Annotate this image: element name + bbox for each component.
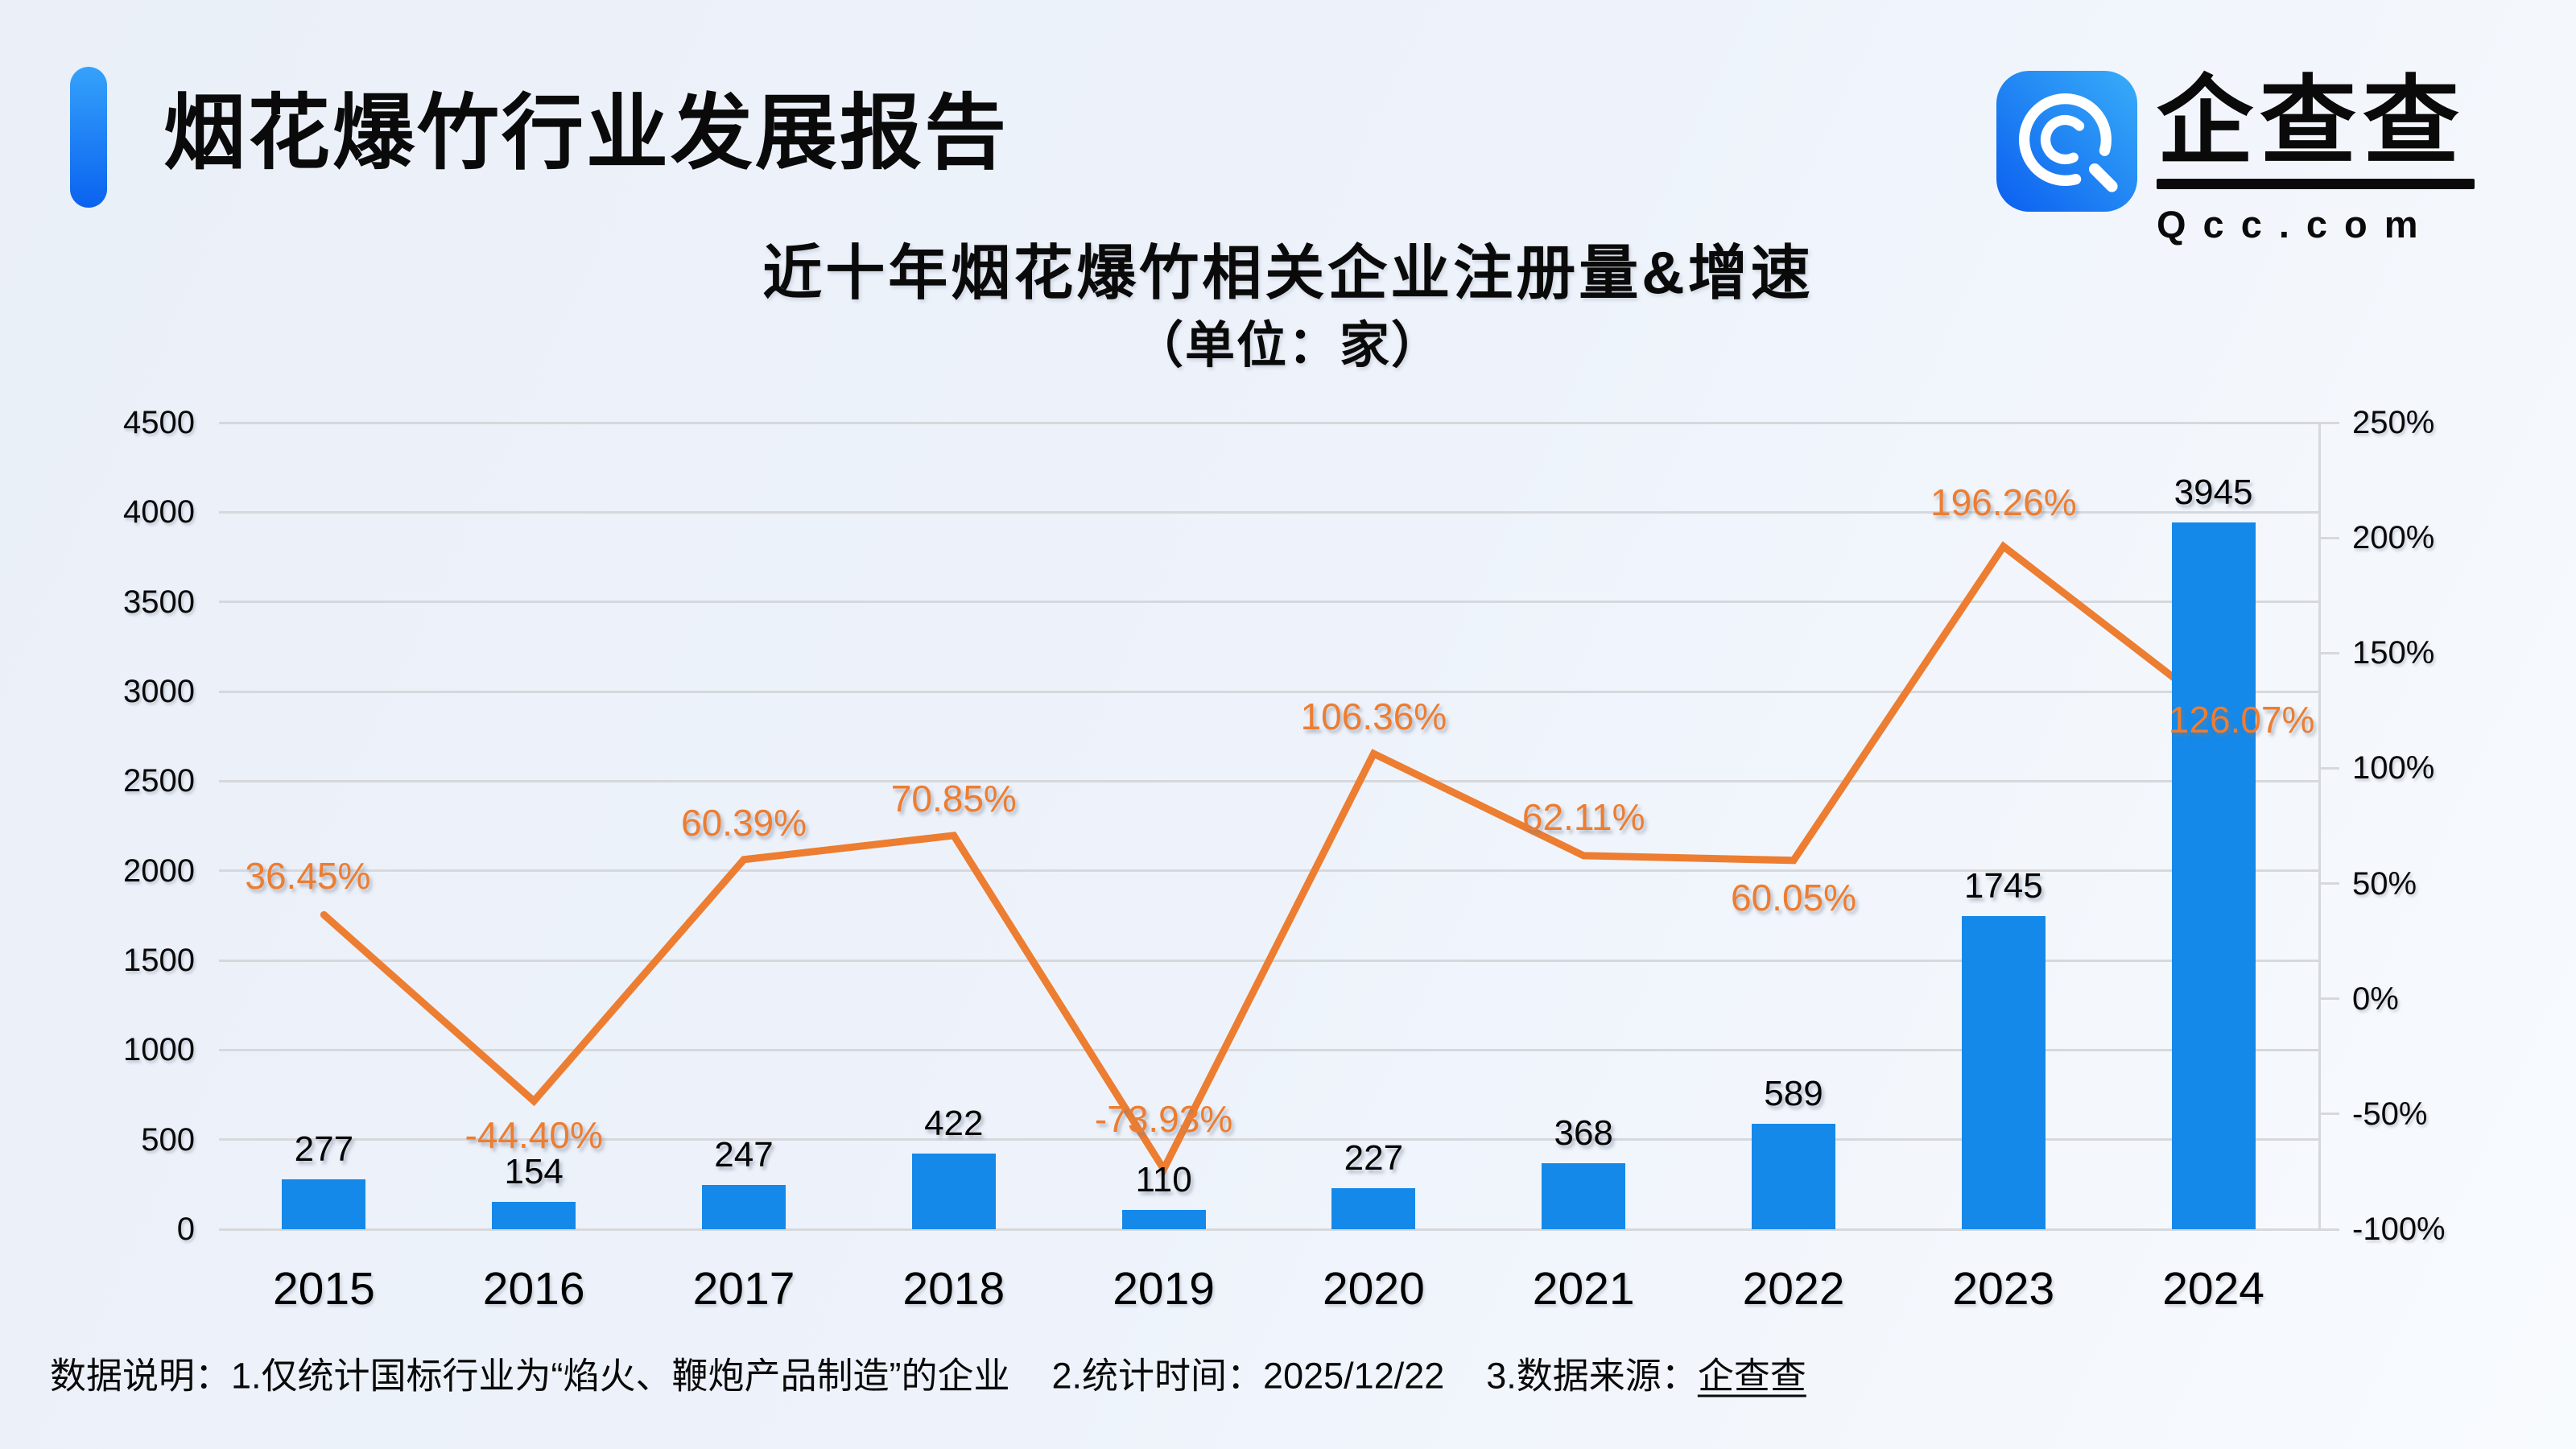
left-axis-tick-2500: 2500 bbox=[123, 763, 195, 799]
right-axis-tickmark-250 bbox=[2318, 421, 2339, 424]
qcc-magnifier-icon bbox=[1996, 71, 2137, 212]
growth-value-label-2023: 196.26% bbox=[1930, 481, 2077, 523]
footnote-item-1: 1.仅统计国标行业为“焰火、鞭炮产品制造”的企业 bbox=[231, 1355, 1010, 1397]
left-axis-tick-3000: 3000 bbox=[123, 674, 195, 709]
logo-domain: Qcc.com bbox=[2157, 203, 2435, 246]
title-accent-bar bbox=[70, 67, 107, 208]
growth-value-label-2017: 60.39% bbox=[680, 801, 807, 844]
left-axis-tick-3500: 3500 bbox=[123, 584, 195, 620]
x-axis-label-2017: 2017 bbox=[692, 1263, 795, 1315]
bar-2019 bbox=[1121, 1209, 1206, 1229]
report-title: 烟花爆竹行业发展报告 bbox=[163, 87, 1009, 180]
x-axis-label-2022: 2022 bbox=[1742, 1263, 1845, 1315]
left-axis-tick-4500: 4500 bbox=[123, 405, 195, 440]
gridline-2000 bbox=[219, 869, 2318, 873]
logo-underline bbox=[2157, 179, 2475, 189]
right-axis-tick-150: 150% bbox=[2352, 635, 2435, 671]
right-axis-tickmark--50 bbox=[2318, 1113, 2339, 1116]
footnote: 数据说明：1.仅统计国标行业为“焰火、鞭炮产品制造”的企业 2.统计时间：2025… bbox=[50, 1347, 1806, 1399]
left-axis-tick-500: 500 bbox=[141, 1121, 195, 1158]
gridline-1000 bbox=[219, 1048, 2318, 1051]
bar-value-label-2018: 422 bbox=[924, 1104, 984, 1144]
bar-2018 bbox=[911, 1154, 996, 1229]
growth-value-label-2016: -44.40% bbox=[464, 1113, 603, 1156]
growth-value-label-2018: 70.85% bbox=[890, 777, 1017, 819]
right-axis-tick--100: -100% bbox=[2352, 1212, 2446, 1247]
chart-subtitle: （单位：家） bbox=[1133, 318, 1443, 374]
x-axis-label-2015: 2015 bbox=[272, 1263, 375, 1315]
bar-2016 bbox=[492, 1201, 576, 1229]
bar-value-label-2023: 1745 bbox=[1963, 866, 2043, 906]
bar-2017 bbox=[702, 1185, 786, 1229]
bar-2022 bbox=[1752, 1123, 1835, 1229]
bar-2023 bbox=[1961, 916, 2046, 1229]
x-axis-label-2024: 2024 bbox=[2162, 1263, 2264, 1315]
bar-value-label-2022: 589 bbox=[1764, 1073, 1823, 1113]
footnote-label: 数据说明： bbox=[50, 1355, 232, 1397]
bar-value-label-2020: 227 bbox=[1344, 1138, 1404, 1179]
growth-value-label-2019: -73.93% bbox=[1094, 1098, 1233, 1141]
bar-value-label-2015: 277 bbox=[294, 1129, 354, 1170]
bar-value-label-2019: 110 bbox=[1135, 1159, 1192, 1199]
right-axis-tickmark-150 bbox=[2318, 651, 2339, 654]
left-axis-tick-1000: 1000 bbox=[123, 1032, 195, 1068]
bar-2021 bbox=[1542, 1163, 1626, 1229]
chart-title: 近十年烟花爆竹相关企业注册量&增速 bbox=[762, 239, 1814, 307]
bar-value-label-2017: 247 bbox=[714, 1135, 774, 1174]
left-axis-tick-2000: 2000 bbox=[123, 852, 195, 889]
right-axis-tick-100: 100% bbox=[2352, 750, 2435, 786]
qcc-logo: 企查查 Qcc.com bbox=[1996, 71, 2475, 246]
bar-2015 bbox=[282, 1179, 366, 1229]
gridline-3000 bbox=[219, 690, 2318, 693]
growth-line bbox=[320, 541, 2218, 1177]
gridline-0 bbox=[219, 1228, 2318, 1231]
gridline-4500 bbox=[219, 421, 2318, 424]
footnote-item-2: 2.统计时间：2025/12/22 bbox=[1051, 1355, 1445, 1397]
bar-2024 bbox=[2171, 522, 2256, 1229]
right-axis-line bbox=[2318, 423, 2321, 1229]
x-axis-label-2016: 2016 bbox=[482, 1263, 585, 1315]
left-axis-tick-0: 0 bbox=[176, 1212, 195, 1247]
right-axis-tickmark-200 bbox=[2318, 536, 2339, 539]
bar-2020 bbox=[1331, 1188, 1416, 1229]
right-axis-tickmark--100 bbox=[2318, 1228, 2339, 1231]
right-axis-tick-200: 200% bbox=[2352, 520, 2435, 556]
gridline-500 bbox=[219, 1138, 2318, 1141]
right-axis-tickmark-100 bbox=[2318, 766, 2339, 770]
bar-value-label-2021: 368 bbox=[1554, 1113, 1613, 1154]
gridline-4000 bbox=[219, 510, 2318, 514]
growth-line-series bbox=[320, 541, 2218, 1177]
growth-value-label-2021: 62.11% bbox=[1521, 795, 1645, 838]
bar-value-label-2024: 3945 bbox=[2174, 472, 2253, 512]
growth-value-label-2015: 36.45% bbox=[245, 855, 371, 898]
footnote-item-3: 3.数据来源：企查查 bbox=[1486, 1355, 1806, 1397]
bar-value-label-2016: 154 bbox=[504, 1151, 564, 1191]
right-axis-tick-250: 250% bbox=[2352, 405, 2435, 440]
right-axis-tick-0: 0% bbox=[2352, 980, 2399, 1017]
x-axis-label-2021: 2021 bbox=[1532, 1263, 1635, 1315]
x-axis-label-2019: 2019 bbox=[1113, 1263, 1215, 1315]
footnote-source-link: 企查查 bbox=[1697, 1355, 1806, 1397]
growth-value-label-2024: 126.07% bbox=[2168, 698, 2315, 741]
growth-value-label-2022: 60.05% bbox=[1730, 876, 1857, 919]
growth-value-label-2020: 106.36% bbox=[1300, 696, 1447, 738]
right-axis-tick--50: -50% bbox=[2352, 1096, 2428, 1132]
x-axis-label-2018: 2018 bbox=[902, 1263, 1005, 1315]
qcc-logo-text: 企查查 Qcc.com bbox=[2157, 71, 2475, 246]
gridline-2500 bbox=[219, 779, 2318, 782]
logo-brand: 企查查 bbox=[2157, 68, 2466, 175]
right-axis-tickmark-0 bbox=[2318, 997, 2339, 1001]
gridline-3500 bbox=[219, 601, 2318, 604]
right-axis-tickmark-50 bbox=[2318, 882, 2339, 886]
x-axis-label-2023: 2023 bbox=[1952, 1263, 2055, 1315]
right-axis-tick-50: 50% bbox=[2352, 865, 2417, 902]
left-axis-tick-1500: 1500 bbox=[123, 943, 195, 978]
left-axis-tick-4000: 4000 bbox=[123, 494, 195, 530]
x-axis-label-2020: 2020 bbox=[1322, 1263, 1425, 1315]
